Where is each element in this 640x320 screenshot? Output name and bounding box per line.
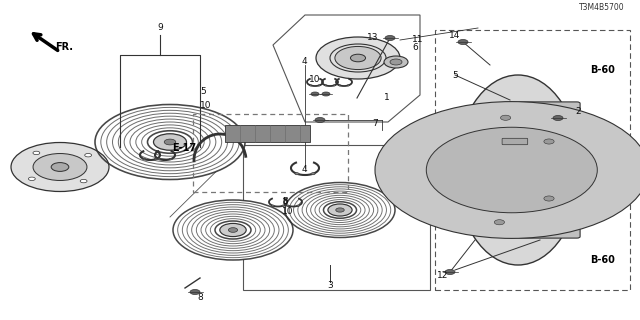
FancyBboxPatch shape — [502, 138, 528, 145]
Text: 13: 13 — [367, 34, 378, 43]
Text: B-60: B-60 — [590, 255, 615, 265]
Circle shape — [445, 269, 455, 275]
Circle shape — [494, 220, 504, 225]
Circle shape — [318, 85, 321, 86]
Circle shape — [311, 92, 319, 96]
Circle shape — [80, 180, 87, 183]
Text: 5: 5 — [452, 70, 458, 79]
Circle shape — [385, 36, 395, 41]
Circle shape — [169, 158, 172, 160]
Text: 10: 10 — [309, 76, 321, 84]
Text: E-17: E-17 — [172, 143, 196, 153]
Circle shape — [173, 200, 293, 260]
Circle shape — [500, 115, 511, 120]
Circle shape — [310, 85, 312, 86]
Text: 6: 6 — [412, 44, 418, 52]
Circle shape — [347, 85, 349, 86]
Text: T3M4B5700: T3M4B5700 — [579, 3, 625, 12]
Circle shape — [336, 208, 344, 212]
Circle shape — [33, 151, 40, 155]
Text: 10: 10 — [282, 207, 294, 217]
Circle shape — [553, 116, 563, 121]
Circle shape — [154, 134, 186, 150]
Circle shape — [384, 56, 408, 68]
Text: 4: 4 — [301, 165, 307, 174]
Circle shape — [95, 105, 245, 180]
Text: 10: 10 — [200, 100, 211, 109]
Text: 5: 5 — [282, 197, 288, 206]
Circle shape — [11, 142, 109, 191]
Circle shape — [339, 85, 341, 86]
Circle shape — [190, 290, 200, 294]
Text: 5: 5 — [200, 87, 205, 97]
Circle shape — [335, 46, 381, 69]
Circle shape — [315, 117, 325, 123]
Bar — [193, 114, 348, 192]
Circle shape — [285, 182, 395, 237]
Circle shape — [426, 127, 597, 213]
Circle shape — [158, 158, 161, 160]
Circle shape — [228, 228, 237, 232]
Text: 11: 11 — [412, 36, 424, 44]
Text: 7: 7 — [372, 119, 378, 129]
Circle shape — [220, 223, 246, 236]
Circle shape — [271, 205, 274, 206]
Circle shape — [458, 39, 468, 44]
Circle shape — [287, 205, 289, 206]
Circle shape — [51, 163, 69, 172]
Polygon shape — [225, 125, 310, 142]
Text: 14: 14 — [449, 30, 460, 39]
Text: B-60: B-60 — [590, 65, 615, 75]
Text: 2: 2 — [575, 108, 580, 116]
Circle shape — [164, 139, 176, 145]
Circle shape — [375, 101, 640, 238]
Circle shape — [351, 54, 365, 62]
Text: FR.: FR. — [55, 42, 73, 52]
Circle shape — [544, 139, 554, 144]
Circle shape — [322, 92, 330, 96]
Circle shape — [390, 59, 402, 65]
Circle shape — [328, 204, 352, 216]
Text: 3: 3 — [327, 281, 333, 290]
Circle shape — [282, 205, 285, 206]
Text: 12: 12 — [436, 271, 448, 281]
Circle shape — [143, 158, 146, 160]
Circle shape — [154, 158, 157, 160]
Circle shape — [316, 37, 400, 79]
Ellipse shape — [456, 75, 580, 265]
Circle shape — [297, 205, 300, 206]
Circle shape — [544, 196, 554, 201]
Circle shape — [295, 173, 299, 175]
Circle shape — [84, 154, 92, 157]
FancyBboxPatch shape — [518, 102, 580, 238]
Circle shape — [333, 85, 335, 86]
Text: 1: 1 — [384, 93, 390, 102]
Text: 9: 9 — [157, 23, 163, 33]
Circle shape — [28, 177, 35, 180]
Circle shape — [33, 154, 87, 180]
Circle shape — [311, 173, 315, 175]
Text: 4: 4 — [301, 58, 307, 67]
Text: 8: 8 — [197, 293, 203, 302]
Circle shape — [324, 85, 327, 86]
